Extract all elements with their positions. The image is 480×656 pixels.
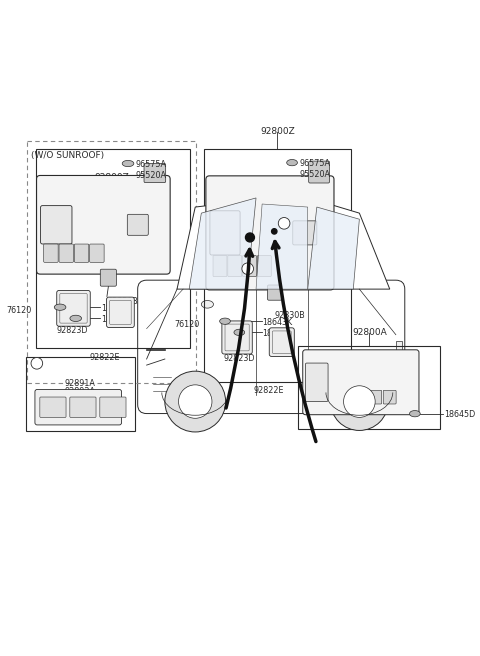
Text: 96575A: 96575A	[300, 159, 330, 169]
Text: 92822E: 92822E	[90, 352, 120, 361]
FancyBboxPatch shape	[44, 244, 58, 262]
FancyBboxPatch shape	[74, 244, 89, 262]
FancyBboxPatch shape	[35, 390, 121, 425]
FancyBboxPatch shape	[100, 397, 126, 417]
FancyBboxPatch shape	[100, 269, 116, 286]
FancyBboxPatch shape	[127, 215, 148, 236]
FancyBboxPatch shape	[242, 256, 256, 277]
Ellipse shape	[201, 300, 214, 308]
Ellipse shape	[70, 316, 82, 321]
FancyBboxPatch shape	[354, 390, 367, 404]
Circle shape	[272, 229, 277, 234]
Circle shape	[242, 263, 253, 275]
FancyBboxPatch shape	[57, 291, 90, 326]
Polygon shape	[189, 198, 256, 289]
Polygon shape	[177, 195, 390, 289]
FancyBboxPatch shape	[144, 163, 166, 182]
FancyBboxPatch shape	[70, 397, 96, 417]
Circle shape	[165, 371, 226, 432]
Polygon shape	[308, 207, 360, 289]
Text: 92823D: 92823D	[224, 354, 255, 363]
FancyBboxPatch shape	[369, 390, 382, 404]
Text: 76120: 76120	[7, 306, 32, 316]
Text: a: a	[35, 359, 39, 368]
Text: 92830B: 92830B	[275, 311, 305, 320]
Bar	[204, 149, 351, 382]
Text: a: a	[245, 266, 250, 272]
FancyBboxPatch shape	[210, 211, 240, 255]
Ellipse shape	[122, 160, 134, 167]
Bar	[396, 340, 402, 365]
Text: a: a	[282, 220, 287, 226]
Text: 18645D: 18645D	[444, 410, 475, 419]
Ellipse shape	[287, 159, 298, 166]
Text: 92822E: 92822E	[253, 386, 284, 395]
FancyBboxPatch shape	[305, 363, 328, 401]
Ellipse shape	[220, 318, 230, 324]
Bar	[25, 357, 135, 431]
Text: 92800A: 92800A	[352, 328, 387, 337]
Text: 92892A: 92892A	[65, 388, 96, 396]
Text: 92800Z: 92800Z	[94, 173, 129, 182]
Text: (W/O SUNROOF): (W/O SUNROOF)	[31, 151, 104, 160]
Text: 18643K: 18643K	[263, 329, 293, 338]
FancyBboxPatch shape	[257, 256, 271, 277]
Text: 92891A: 92891A	[65, 379, 96, 388]
FancyBboxPatch shape	[138, 280, 405, 413]
Circle shape	[344, 386, 375, 417]
Text: 96575A: 96575A	[136, 160, 167, 169]
Text: 95520A: 95520A	[136, 171, 167, 180]
Bar	[36, 149, 190, 348]
Ellipse shape	[409, 411, 420, 417]
FancyBboxPatch shape	[36, 175, 170, 274]
FancyBboxPatch shape	[107, 297, 134, 327]
Ellipse shape	[54, 304, 66, 310]
FancyBboxPatch shape	[41, 205, 72, 244]
FancyBboxPatch shape	[213, 256, 227, 277]
Text: 92823D: 92823D	[57, 326, 88, 335]
FancyBboxPatch shape	[40, 397, 66, 417]
Text: 95520A: 95520A	[300, 170, 330, 179]
FancyBboxPatch shape	[90, 244, 104, 262]
FancyBboxPatch shape	[228, 256, 242, 277]
Polygon shape	[256, 204, 308, 289]
Bar	[26, 141, 196, 382]
Circle shape	[179, 385, 212, 419]
Circle shape	[31, 358, 43, 369]
Text: 76120: 76120	[175, 320, 200, 329]
FancyBboxPatch shape	[293, 221, 317, 245]
FancyBboxPatch shape	[59, 244, 73, 262]
Circle shape	[278, 218, 290, 229]
Circle shape	[245, 233, 254, 242]
FancyBboxPatch shape	[222, 321, 252, 354]
FancyBboxPatch shape	[206, 176, 334, 290]
FancyBboxPatch shape	[309, 161, 329, 183]
Text: 18643K: 18643K	[102, 304, 132, 313]
Ellipse shape	[234, 329, 245, 335]
Text: 92830B: 92830B	[108, 297, 139, 306]
Text: 18643K: 18643K	[263, 318, 293, 327]
FancyBboxPatch shape	[269, 328, 294, 356]
Text: 18643K: 18643K	[102, 315, 132, 324]
FancyBboxPatch shape	[267, 285, 282, 300]
FancyBboxPatch shape	[303, 350, 419, 415]
Circle shape	[331, 373, 388, 430]
FancyBboxPatch shape	[383, 390, 396, 404]
Text: 92800Z: 92800Z	[260, 127, 295, 136]
Bar	[298, 346, 441, 428]
